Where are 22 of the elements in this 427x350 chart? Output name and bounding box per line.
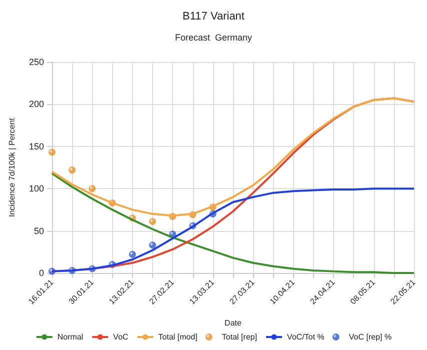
y-tick-label: 200	[28, 99, 44, 110]
point	[48, 148, 56, 156]
point	[149, 242, 156, 249]
legend-label: VoC	[113, 332, 129, 342]
y-tick-label: 0	[38, 268, 44, 278]
y-tick-label: 250	[28, 57, 44, 67]
legend-label: VoC/Tot %	[287, 332, 324, 342]
y-tick-label: 100	[28, 184, 44, 194]
point	[88, 185, 96, 192]
legend-label: Total [rep]	[222, 332, 258, 342]
x-axis-title: Date	[224, 318, 242, 328]
legend-label: VoC [rep] %	[348, 332, 392, 342]
chart-subtitle: Forecast Germany	[174, 32, 253, 42]
chart-title: B117 Variant	[182, 10, 244, 22]
point	[149, 218, 156, 226]
legend-label: Total [mod]	[158, 332, 198, 342]
y-tick-label: 50	[34, 226, 44, 236]
point	[68, 166, 76, 174]
y-axis-title: Incidence 7d/100k | Percent	[8, 117, 16, 218]
y-tick-label: 150	[28, 141, 44, 152]
point	[128, 250, 136, 258]
legend-label: Normal	[57, 332, 84, 342]
